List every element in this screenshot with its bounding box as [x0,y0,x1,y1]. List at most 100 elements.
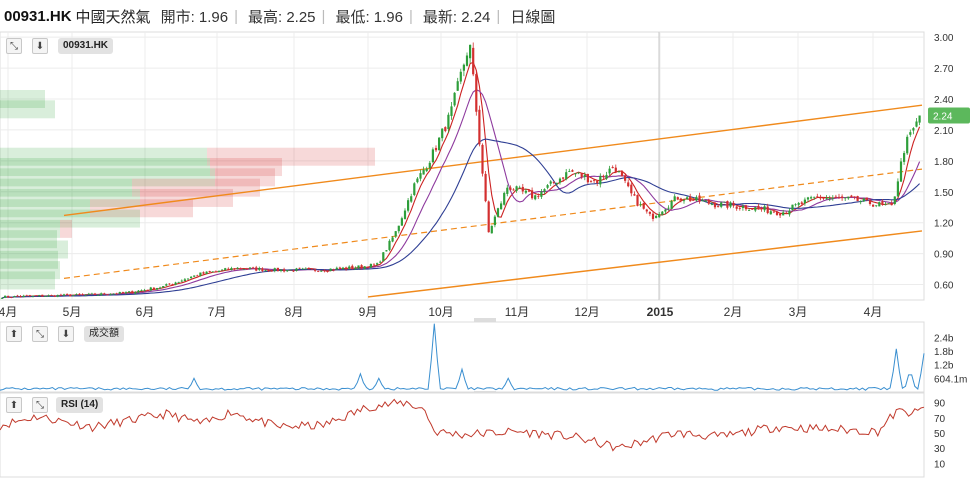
candle-body [186,278,190,280]
candle-body [890,203,893,206]
candle-body [639,204,642,205]
rsi-y-tick-label: 50 [934,429,946,440]
candle-body [273,268,276,271]
candle-body [75,294,78,295]
candle-body [112,293,115,295]
candle-body [28,295,31,297]
candle-body [853,196,856,198]
arrow-up-icon[interactable]: ⬆ [6,397,22,413]
candle-body [10,297,13,298]
candle-body [459,71,462,82]
candle-body [72,295,75,297]
candle-body [211,271,214,273]
candle-body [255,267,258,271]
candle-body [217,270,221,272]
candle-body [509,187,512,191]
candle-body [596,180,599,184]
candle-body [193,275,196,277]
candle-body [106,294,109,296]
candle-body [760,207,763,210]
candle-body [825,197,828,200]
expand-icon[interactable]: ⤡ [32,326,48,342]
candle-body [62,294,66,296]
candle-body [723,201,726,203]
candle-body [13,296,16,298]
arrow-up-icon[interactable]: ⬆ [6,326,22,342]
candle-body [831,197,834,199]
separator: | [496,7,501,25]
candle-body [425,168,428,172]
candle-body [369,263,372,268]
candle-body [270,270,273,272]
candle-body [847,196,850,199]
candle-body [720,202,723,207]
candle-body [410,196,413,202]
candle-body [676,197,679,200]
candle-body [633,194,636,196]
candle-body [816,196,819,198]
candle-body [475,74,478,112]
candle-body [636,195,639,206]
candle-body [307,268,310,270]
candle-body [543,189,546,192]
candle-body [447,114,450,130]
volume-profile-bar-down [90,199,193,218]
candle-body [143,289,146,291]
candle-body [586,174,589,183]
panel-resize-handle [474,318,496,322]
candle-body [171,284,174,285]
candle-body [0,298,4,299]
candle-body [841,196,844,199]
candle-body [31,295,35,297]
x-tick-label: 2月 [724,305,743,319]
candle-body [59,294,62,296]
volume-profile-bar-up [0,209,140,228]
candle-body [828,198,831,200]
candle-body [915,121,918,127]
candle-body [614,167,617,173]
candle-body [735,206,738,209]
chart-type: 日線圖 [510,8,556,26]
expand-icon[interactable]: ⤡ [6,38,22,54]
candle-body [276,267,279,272]
candle-body [630,184,633,194]
candle-body [537,196,540,198]
candle-body [224,268,227,270]
trend-channel-lower [367,230,923,298]
y-tick-label: 1.80 [934,157,954,168]
arrow-down-icon[interactable]: ⬇ [32,38,48,54]
x-tick-label: 2015 [647,305,674,319]
candle-body [267,269,270,272]
volume-y-tick-label: 604.1m [934,374,967,385]
candle-body [862,198,865,202]
candle-body [382,252,385,262]
candle-body [689,196,692,202]
candle-body [763,206,766,211]
candle-body [298,267,301,269]
trend-channel-upper [63,104,923,217]
candle-body [875,205,878,207]
rsi-panel-label: RSI (14) [56,397,104,413]
expand-icon[interactable]: ⤡ [32,397,48,413]
candle-body [490,225,493,234]
candle-body [642,203,645,209]
candle-body [661,211,664,215]
candle-body [679,198,682,201]
y-tick-label: 3.00 [934,33,954,44]
arrow-down-icon[interactable]: ⬇ [58,326,74,342]
candle-body [357,265,360,269]
candle-body [146,289,149,291]
candle-body [152,287,155,290]
candle-body [208,270,211,272]
candle-body [100,293,103,296]
candle-body [878,202,881,207]
volume-profile-bar-up [0,168,215,187]
volume-panel-label: 成交額 [84,326,124,342]
separator: | [234,7,238,25]
candle-body [391,237,394,242]
candle-body [785,212,788,214]
candle-body [314,269,317,271]
volume-profile-bar-down [210,158,282,177]
candle-body [667,207,670,209]
